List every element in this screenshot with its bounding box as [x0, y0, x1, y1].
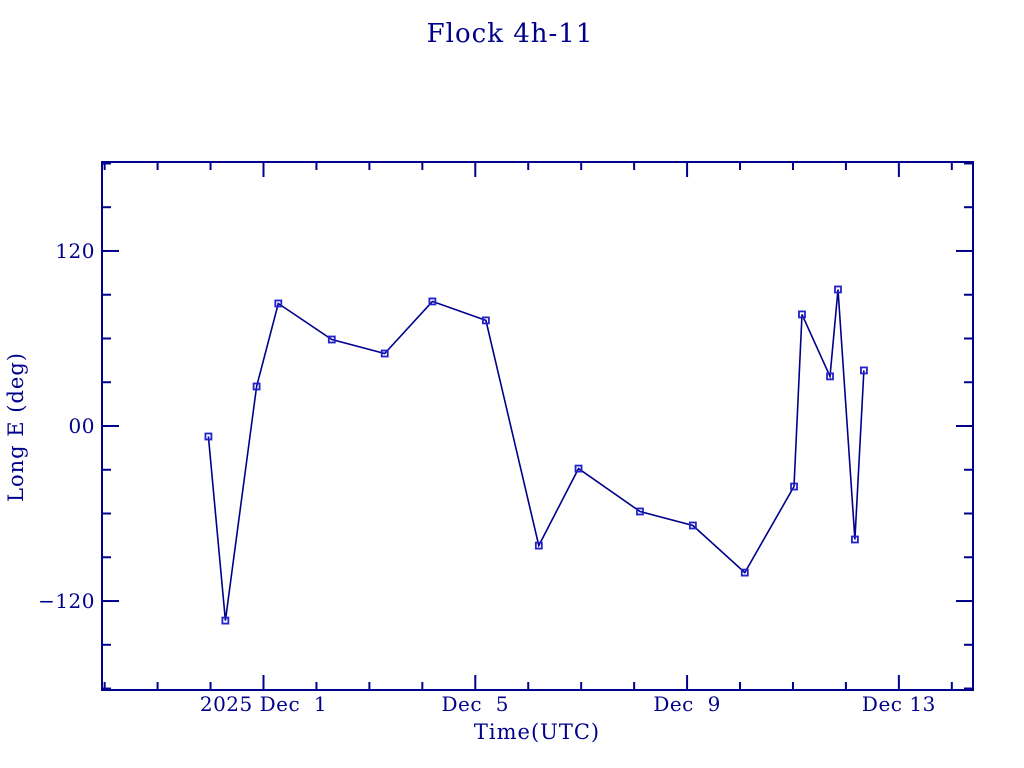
y-tick-labels: 120 00 −120	[38, 239, 95, 613]
data-point-marker	[834, 285, 842, 294]
data-line	[207, 289, 865, 621]
series-polyline	[207, 289, 865, 621]
data-point-marker	[790, 482, 798, 491]
y-tick-label: 120	[55, 239, 95, 263]
y-axis-ticks	[103, 162, 972, 690]
chart-title: Flock 4h-11	[427, 19, 594, 49]
data-point-marker	[798, 310, 806, 319]
y-axis-title: Long E (deg)	[4, 352, 28, 502]
data-point-marker	[327, 335, 336, 344]
x-axis-ticks	[103, 163, 953, 689]
data-point-marker	[428, 297, 437, 306]
data-point-marker	[481, 316, 490, 325]
x-axis-title: Time(UTC)	[474, 720, 600, 744]
x-tick-label: 2025 Dec 1	[200, 692, 327, 716]
x-tick-label: Dec 13	[862, 692, 936, 716]
data-point-marker	[204, 432, 213, 441]
x-tick-label: Dec 5	[442, 692, 510, 716]
data-point-marker	[574, 464, 583, 473]
data-point-marker	[689, 521, 697, 530]
data-point-marker	[740, 568, 749, 577]
y-tick-label: −120	[38, 589, 95, 613]
data-point-marker	[860, 366, 868, 375]
y-tick-label: 00	[69, 414, 95, 438]
data-point-marker	[252, 382, 261, 391]
data-point-marker	[274, 299, 283, 308]
plot-frame	[101, 161, 974, 691]
data-point-markers	[204, 285, 868, 625]
data-point-marker	[851, 535, 859, 544]
data-point-marker	[826, 372, 834, 381]
data-point-marker	[636, 507, 644, 516]
data-point-marker	[221, 616, 230, 625]
plot-border	[101, 161, 974, 691]
data-point-marker	[380, 349, 389, 358]
x-tick-label: Dec 9	[653, 692, 721, 716]
data-point-marker	[534, 541, 543, 550]
x-tick-labels: 2025 Dec 1 Dec 5 Dec 9 Dec 13	[200, 692, 936, 716]
